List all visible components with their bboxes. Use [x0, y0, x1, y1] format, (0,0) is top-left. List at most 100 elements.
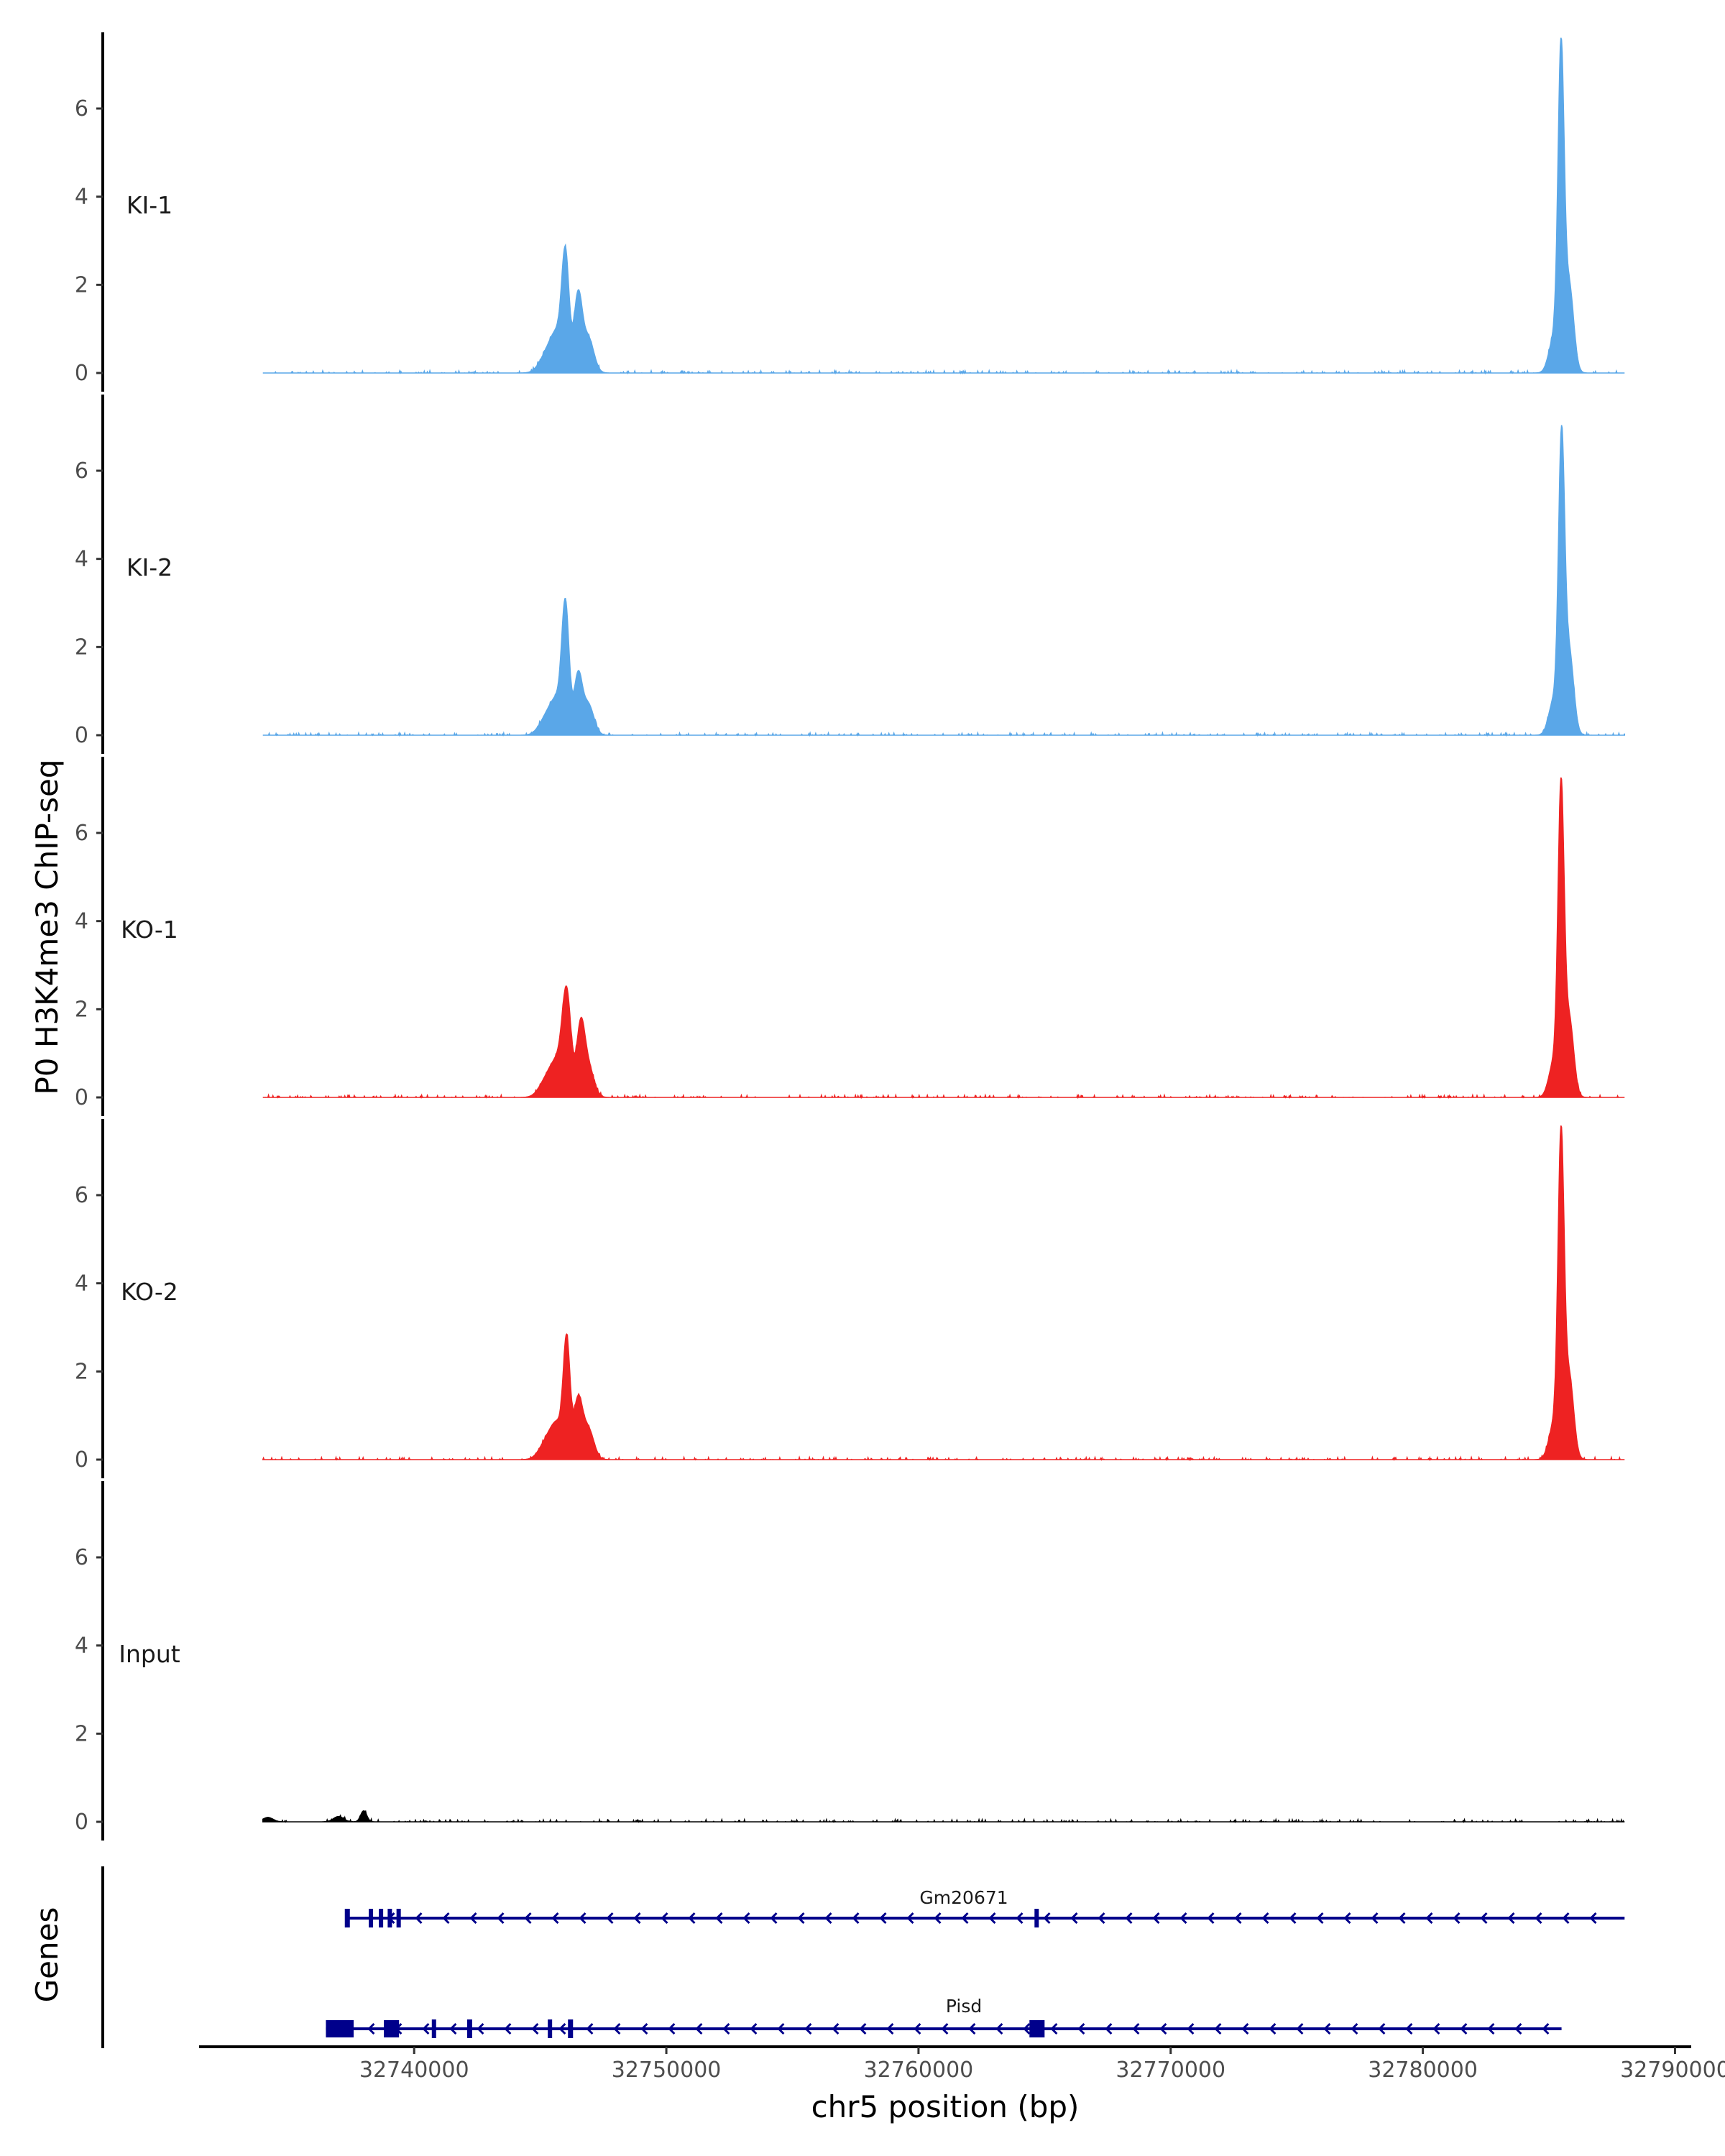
- strand-arrow: [1234, 1912, 1242, 1925]
- y-tick-label: 4: [75, 547, 88, 572]
- strand-arrow: [1296, 2022, 1304, 2035]
- strand-arrow: [1023, 2022, 1031, 2035]
- track-label: Input: [119, 1640, 180, 1668]
- x-tick-label: 32780000: [1368, 2058, 1478, 2083]
- track-label: KO-1: [121, 916, 178, 944]
- y-tick-label: 4: [75, 185, 88, 210]
- strand-arrow: [1589, 1912, 1597, 1925]
- strand-arrow: [1152, 1912, 1160, 1925]
- strand-arrow: [750, 2022, 758, 2035]
- strand-arrow: [941, 2022, 949, 2035]
- strand-arrow: [1043, 1912, 1051, 1925]
- exon: [568, 2019, 574, 2038]
- x-tick-label: 32740000: [359, 2058, 469, 2083]
- strand-arrow: [524, 1912, 532, 1925]
- strand-arrow: [558, 2022, 566, 2035]
- strand-arrow: [1378, 2022, 1386, 2035]
- strand-arrow: [879, 1912, 887, 1925]
- gene-label: Pisd: [946, 1996, 982, 2017]
- x-tick-label: 32770000: [1116, 2058, 1225, 2083]
- strand-arrow: [906, 1912, 914, 1925]
- strand-arrow: [742, 1912, 750, 1925]
- exon: [344, 1909, 350, 1927]
- exon: [384, 2020, 400, 2037]
- strand-arrow: [1351, 2022, 1358, 2035]
- strand-arrow: [934, 1912, 942, 1925]
- exon: [1034, 1909, 1039, 1927]
- strand-arrow: [1187, 2022, 1195, 2035]
- strand-arrow: [497, 1912, 505, 1925]
- strand-arrow: [770, 1912, 778, 1925]
- strand-arrow: [1289, 1912, 1297, 1925]
- exon: [396, 1909, 401, 1927]
- exon: [466, 2019, 472, 2038]
- strand-arrow: [1405, 2022, 1413, 2035]
- y-tick-label: 0: [75, 1810, 88, 1835]
- y-tick-label: 0: [75, 723, 88, 748]
- strand-arrow: [797, 1912, 805, 1925]
- strand-arrow: [1460, 2022, 1468, 2035]
- strand-arrow: [606, 1912, 614, 1925]
- strand-arrow: [859, 2022, 867, 2035]
- strand-arrow: [1077, 2022, 1085, 2035]
- strand-arrow: [695, 2022, 703, 2035]
- strand-arrow: [961, 1912, 969, 1925]
- x-tick-label: 32790000: [1620, 2058, 1725, 2083]
- strand-arrow: [1241, 2022, 1249, 2035]
- strand-arrow: [1487, 2022, 1495, 2035]
- y-tick-label: 2: [75, 635, 88, 660]
- strand-arrow: [886, 2022, 894, 2035]
- y-tick-label: 6: [75, 821, 88, 846]
- track-label: KI-2: [126, 553, 172, 581]
- strand-arrow: [1159, 2022, 1167, 2035]
- strand-arrow: [633, 1912, 641, 1925]
- y-tick-label: 0: [75, 361, 88, 386]
- exon: [1029, 2020, 1045, 2037]
- strand-arrow: [415, 1912, 423, 1925]
- genes-axis-title: Genes: [29, 1907, 65, 2003]
- strand-arrow: [968, 2022, 976, 2035]
- strand-arrow: [1343, 1912, 1351, 1925]
- strand-arrow: [422, 2022, 430, 2035]
- strand-arrow: [1214, 2022, 1222, 2035]
- y-tick-label: 6: [75, 96, 88, 121]
- y-tick-label: 6: [75, 459, 88, 484]
- strand-arrow: [586, 2022, 594, 2035]
- strand-arrow: [988, 1912, 996, 1925]
- strand-arrow: [688, 1912, 696, 1925]
- y-tick-label: 6: [75, 1545, 88, 1570]
- strand-arrow: [804, 2022, 812, 2035]
- signal-area: [262, 1125, 1625, 1462]
- y-tick-label: 0: [75, 1085, 88, 1110]
- strand-arrow: [1562, 1912, 1570, 1925]
- strand-arrow: [1432, 2022, 1440, 2035]
- strand-arrow: [1480, 1912, 1488, 1925]
- strand-arrow: [715, 1912, 723, 1925]
- strand-arrow: [661, 1912, 668, 1925]
- signal-area: [262, 37, 1625, 375]
- strand-arrow: [477, 2022, 484, 2035]
- strand-arrow: [1535, 1912, 1542, 1925]
- y-tick-label: 2: [75, 997, 88, 1022]
- strand-arrow: [1269, 2022, 1276, 2035]
- strand-arrow: [1070, 1912, 1078, 1925]
- strand-arrow: [1507, 1912, 1515, 1925]
- y-tick-label: 4: [75, 1271, 88, 1296]
- y-tick-label: 2: [75, 272, 88, 298]
- y-tick-label: 4: [75, 1634, 88, 1659]
- exon: [369, 1909, 374, 1927]
- strand-arrow: [1316, 1912, 1324, 1925]
- strand-arrow: [449, 2022, 457, 2035]
- strand-arrow: [469, 1912, 477, 1925]
- y-axis-title: P0 H3K4me3 ChIP-seq: [29, 759, 65, 1095]
- strand-arrow: [1207, 1912, 1215, 1925]
- exon: [387, 1909, 392, 1927]
- strand-arrow: [1016, 1912, 1024, 1925]
- strand-arrow: [722, 2022, 730, 2035]
- strand-arrow: [579, 1912, 586, 1925]
- signal-area: [262, 1810, 1625, 1823]
- gene-pisd: Pisd: [326, 1996, 1562, 2038]
- strand-arrow: [1132, 2022, 1140, 2035]
- strand-arrow: [1425, 1912, 1433, 1925]
- strand-arrow: [995, 2022, 1003, 2035]
